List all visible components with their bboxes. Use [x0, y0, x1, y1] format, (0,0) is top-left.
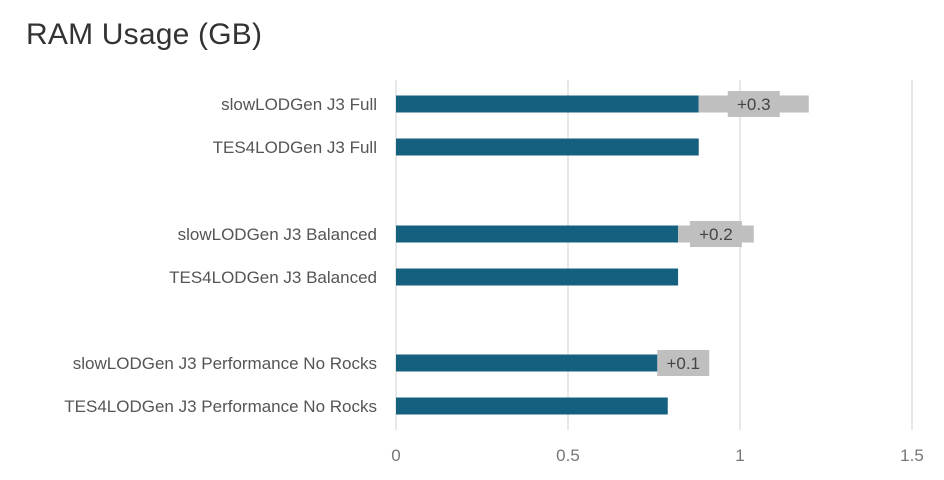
category-label: slowLODGen J3 Full: [221, 95, 377, 114]
category-label: TES4LODGen J3 Full: [213, 138, 377, 157]
category-label: TES4LODGen J3 Performance No Rocks: [64, 397, 377, 416]
data-label-box: [727, 91, 780, 117]
bar-base: [396, 268, 679, 286]
x-tick-label: 0: [391, 446, 400, 465]
data-label: +0.1: [666, 354, 700, 373]
x-tick-label: 0.5: [556, 446, 580, 465]
data-label: +0.2: [699, 225, 733, 244]
data-label-box: [657, 350, 710, 376]
x-tick-label: 1.5: [900, 446, 924, 465]
data-label-box: [689, 221, 742, 247]
data-label: +0.3: [737, 95, 771, 114]
bar-base: [396, 138, 699, 156]
bar-base: [396, 225, 679, 243]
chart-title: RAM Usage (GB): [26, 18, 263, 51]
bar-base: [396, 397, 668, 415]
bar-base: [396, 95, 699, 113]
category-label: slowLODGen J3 Performance No Rocks: [73, 354, 377, 373]
category-label: slowLODGen J3 Balanced: [178, 225, 377, 244]
x-tick-label: 1: [735, 446, 744, 465]
category-label: TES4LODGen J3 Balanced: [169, 268, 377, 287]
bar-base: [396, 354, 658, 372]
